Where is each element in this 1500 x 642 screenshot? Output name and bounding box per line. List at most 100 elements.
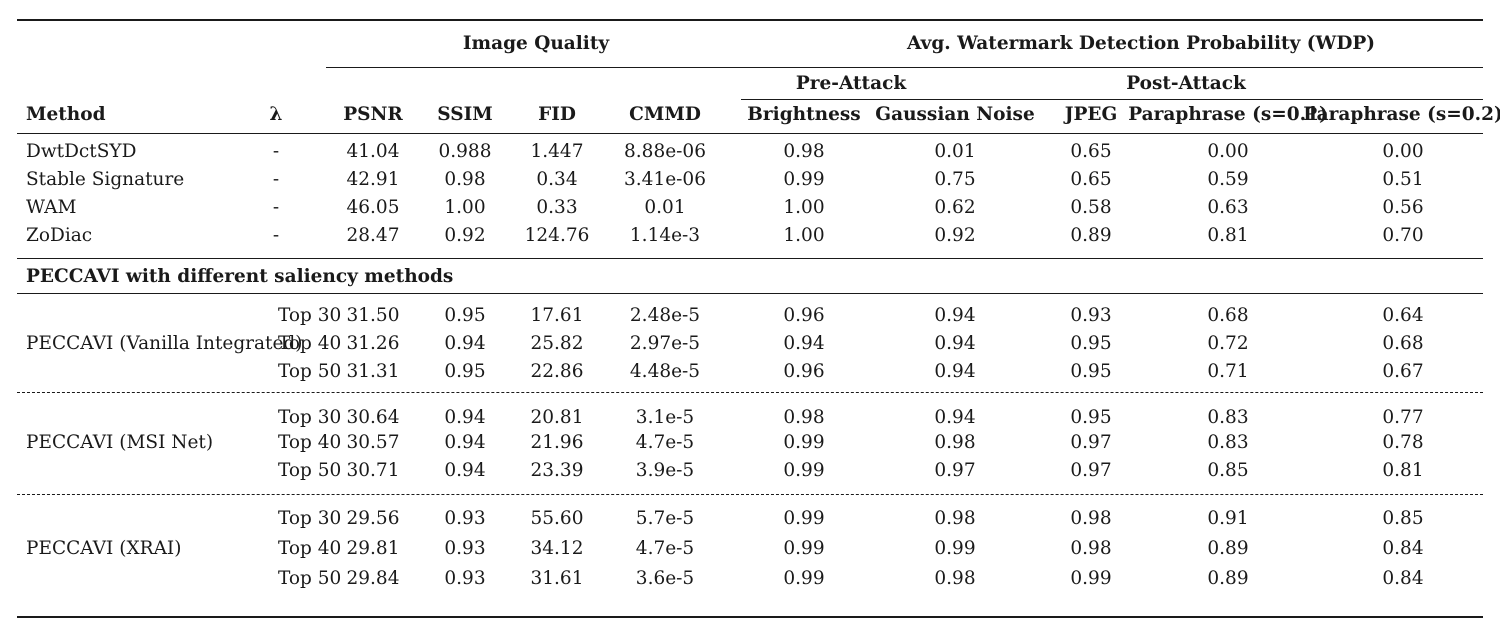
value-fid: 31.61 bbox=[530, 568, 584, 589]
value-paraphrase-0-2: 0.77 bbox=[1382, 407, 1424, 428]
lambda-cell: Top 50 bbox=[278, 460, 342, 481]
group-separator bbox=[17, 494, 1483, 495]
bottom-rule bbox=[17, 616, 1483, 618]
value-gaussian-noise: 0.62 bbox=[934, 197, 976, 218]
post-attack-heading: Post-Attack bbox=[1126, 73, 1246, 94]
value-gaussian-noise: 0.92 bbox=[934, 225, 976, 246]
value-paraphrase-0-2: 0.68 bbox=[1382, 333, 1424, 354]
value-gaussian-noise: 0.94 bbox=[934, 305, 976, 326]
value-ssim: 0.93 bbox=[444, 568, 486, 589]
value-gaussian-noise: 0.98 bbox=[934, 508, 976, 529]
value-jpeg: 0.97 bbox=[1070, 460, 1112, 481]
value-ssim: 0.98 bbox=[444, 169, 486, 190]
value-fid: 20.81 bbox=[530, 407, 584, 428]
value-ssim: 0.92 bbox=[444, 225, 486, 246]
value-psnr: 46.05 bbox=[346, 197, 400, 218]
value-brightness: 0.99 bbox=[783, 432, 825, 453]
value-brightness: 0.96 bbox=[783, 305, 825, 326]
value-cmmd: 4.7e-5 bbox=[635, 538, 695, 559]
value-brightness: 1.00 bbox=[783, 197, 825, 218]
lambda-cell: - bbox=[272, 197, 280, 218]
group-method-label: PECCAVI (MSI Net) bbox=[26, 432, 214, 453]
value-paraphrase-0-1: 0.89 bbox=[1207, 568, 1249, 589]
value-brightness: 0.96 bbox=[783, 361, 825, 382]
col-lambda: λ bbox=[269, 104, 283, 125]
value-paraphrase-0-2: 0.56 bbox=[1382, 197, 1424, 218]
col-paraphrase-0-2: Paraphrase (s=0.2) bbox=[1303, 104, 1500, 125]
value-ssim: 1.00 bbox=[444, 197, 486, 218]
value-jpeg: 0.98 bbox=[1070, 538, 1112, 559]
value-paraphrase-0-1: 0.89 bbox=[1207, 538, 1249, 559]
value-psnr: 29.56 bbox=[346, 508, 400, 529]
value-paraphrase-0-1: 0.59 bbox=[1207, 169, 1249, 190]
value-psnr: 28.47 bbox=[346, 225, 400, 246]
value-gaussian-noise: 0.97 bbox=[934, 460, 976, 481]
section-title-rule bbox=[17, 293, 1483, 294]
value-cmmd: 3.6e-5 bbox=[635, 568, 695, 589]
value-cmmd: 0.01 bbox=[644, 197, 686, 218]
value-ssim: 0.94 bbox=[444, 460, 486, 481]
col-gaussian-noise: Gaussian Noise bbox=[875, 104, 1035, 125]
lambda-cell: Top 30 bbox=[278, 305, 342, 326]
attack-group-rule bbox=[741, 99, 1483, 100]
value-jpeg: 0.95 bbox=[1070, 333, 1112, 354]
value-psnr: 31.31 bbox=[346, 361, 400, 382]
value-psnr: 30.64 bbox=[346, 407, 400, 428]
value-cmmd: 3.9e-5 bbox=[635, 460, 695, 481]
value-fid: 34.12 bbox=[530, 538, 584, 559]
value-paraphrase-0-2: 0.67 bbox=[1382, 361, 1424, 382]
value-paraphrase-0-2: 0.70 bbox=[1382, 225, 1424, 246]
value-brightness: 0.98 bbox=[783, 141, 825, 162]
value-fid: 23.39 bbox=[530, 460, 584, 481]
lambda-cell: - bbox=[272, 225, 280, 246]
value-psnr: 29.81 bbox=[346, 538, 400, 559]
value-cmmd: 3.1e-5 bbox=[635, 407, 695, 428]
value-brightness: 1.00 bbox=[783, 225, 825, 246]
value-jpeg: 0.65 bbox=[1070, 141, 1112, 162]
value-gaussian-noise: 0.94 bbox=[934, 333, 976, 354]
value-paraphrase-0-2: 0.84 bbox=[1382, 538, 1424, 559]
value-brightness: 0.99 bbox=[783, 169, 825, 190]
value-brightness: 0.94 bbox=[783, 333, 825, 354]
pre-attack-heading: Pre-Attack bbox=[795, 73, 907, 94]
value-paraphrase-0-2: 0.78 bbox=[1382, 432, 1424, 453]
value-fid: 22.86 bbox=[530, 361, 584, 382]
top-rule bbox=[17, 19, 1483, 21]
image-quality-heading: Image Quality bbox=[462, 33, 610, 54]
method-cell: Stable Signature bbox=[26, 169, 185, 190]
col-ssim: SSIM bbox=[437, 104, 493, 125]
value-psnr: 30.71 bbox=[346, 460, 400, 481]
value-psnr: 31.50 bbox=[346, 305, 400, 326]
lambda-cell: Top 40 bbox=[278, 333, 342, 354]
lambda-cell: Top 50 bbox=[278, 361, 342, 382]
col-jpeg: JPEG bbox=[1064, 104, 1118, 125]
value-cmmd: 3.41e-06 bbox=[624, 169, 706, 190]
value-gaussian-noise: 0.01 bbox=[934, 141, 976, 162]
value-brightness: 0.99 bbox=[783, 460, 825, 481]
value-paraphrase-0-1: 0.71 bbox=[1207, 361, 1249, 382]
value-ssim: 0.94 bbox=[444, 432, 486, 453]
value-fid: 0.34 bbox=[536, 169, 578, 190]
value-paraphrase-0-1: 0.81 bbox=[1207, 225, 1249, 246]
metric-group-rule bbox=[326, 67, 1483, 68]
value-fid: 17.61 bbox=[530, 305, 584, 326]
value-paraphrase-0-1: 0.63 bbox=[1207, 197, 1249, 218]
value-paraphrase-0-1: 0.83 bbox=[1207, 407, 1249, 428]
value-cmmd: 1.14e-3 bbox=[629, 225, 701, 246]
group-separator bbox=[17, 392, 1483, 393]
section-title: PECCAVI with different saliency methods bbox=[26, 266, 454, 287]
value-gaussian-noise: 0.75 bbox=[934, 169, 976, 190]
value-paraphrase-0-2: 0.81 bbox=[1382, 460, 1424, 481]
lambda-cell: - bbox=[272, 141, 280, 162]
value-cmmd: 2.97e-5 bbox=[629, 333, 701, 354]
col-psnr: PSNR bbox=[343, 104, 403, 125]
value-jpeg: 0.97 bbox=[1070, 432, 1112, 453]
value-paraphrase-0-1: 0.85 bbox=[1207, 460, 1249, 481]
lambda-cell: - bbox=[272, 169, 280, 190]
value-paraphrase-0-1: 0.68 bbox=[1207, 305, 1249, 326]
col-brightness: Brightness bbox=[747, 104, 861, 125]
lambda-cell: Top 50 bbox=[278, 568, 342, 589]
value-jpeg: 0.58 bbox=[1070, 197, 1112, 218]
value-fid: 0.33 bbox=[536, 197, 578, 218]
method-cell: DwtDctSYD bbox=[26, 141, 137, 162]
